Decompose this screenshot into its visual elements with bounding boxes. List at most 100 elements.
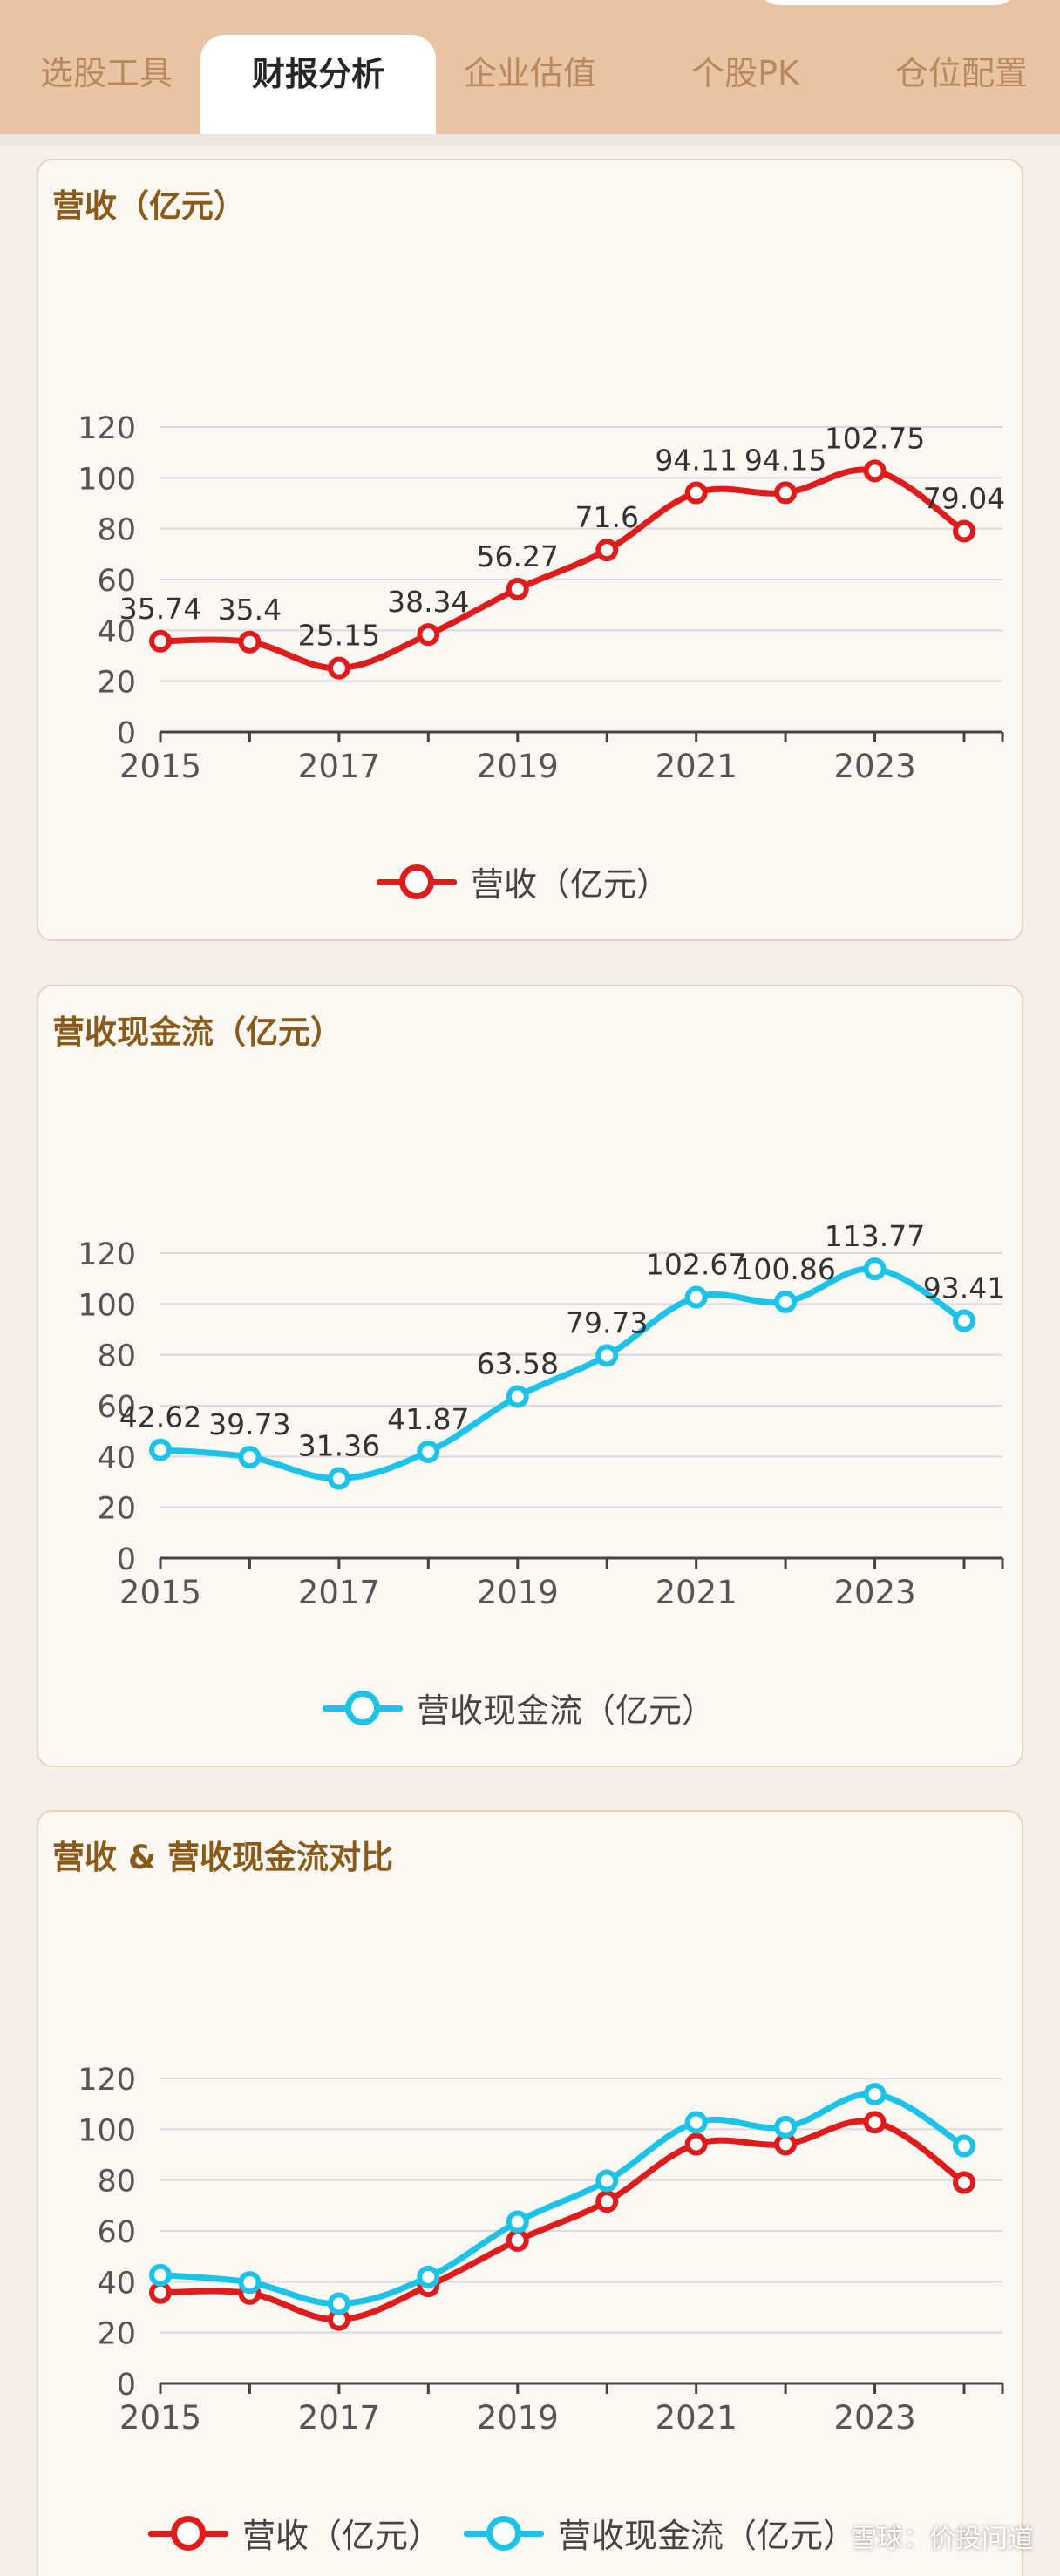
data-label: 63.58 bbox=[477, 1347, 559, 1381]
y-tick-label: 100 bbox=[78, 462, 136, 497]
y-tick-label: 120 bbox=[78, 1237, 136, 1272]
cashflow-chart-card: 营收现金流（亿元） 0 20 40 60 80 100 120 2015 2017 2019 202… bbox=[37, 985, 1023, 1767]
data-label: 31.36 bbox=[298, 1429, 380, 1463]
x-tick-label: 2019 bbox=[477, 748, 559, 785]
y-tick-label: 100 bbox=[78, 1288, 136, 1323]
data-point bbox=[953, 2134, 975, 2158]
y-tick-label: 60 bbox=[97, 564, 136, 599]
y-tick-label: 120 bbox=[78, 411, 136, 446]
legend-cashflow-icon bbox=[464, 2512, 545, 2555]
revenue-chart: 0 20 40 60 80 100 120 2015 2017 2019 2021 2023 35.74… bbox=[78, 411, 1005, 785]
data-point bbox=[595, 1344, 619, 1367]
data-label: 93.41 bbox=[923, 1271, 1005, 1305]
y-tick-label: 40 bbox=[97, 2266, 136, 2301]
data-point bbox=[506, 577, 529, 600]
y-tick-label: 0 bbox=[117, 1542, 136, 1577]
card-title: 营收现金流（亿元） bbox=[52, 1013, 343, 1051]
legend-label: 营收（亿元） bbox=[242, 2517, 442, 2555]
data-label: 39.73 bbox=[208, 1407, 290, 1441]
x-tick-label: 2023 bbox=[833, 1574, 915, 1611]
data-point bbox=[506, 1385, 529, 1408]
x-tick-label: 2015 bbox=[119, 2399, 201, 2437]
tab-stock-picker[interactable]: 选股工具 bbox=[39, 54, 173, 92]
data-point bbox=[774, 2115, 798, 2139]
data-point bbox=[238, 1446, 262, 1469]
comparison-chart-card: 营收 & 营收现金流对比 0 20 40 60 80 100 120 2015 2017 2019… bbox=[37, 1810, 1023, 2576]
tab-stock-pk[interactable]: 个股PK bbox=[691, 54, 799, 92]
chart-legend[interactable]: 营收（亿元） bbox=[377, 858, 692, 905]
data-point bbox=[684, 1285, 708, 1309]
data-label: 100.86 bbox=[735, 1252, 835, 1286]
legend-label: 营收现金流（亿元） bbox=[558, 2517, 857, 2555]
data-label: 102.67 bbox=[646, 1248, 746, 1282]
y-tick-label: 60 bbox=[97, 1390, 136, 1425]
data-label: 94.11 bbox=[655, 444, 737, 478]
data-point bbox=[953, 2171, 975, 2194]
data-point bbox=[506, 2210, 529, 2234]
data-label: 35.74 bbox=[119, 592, 201, 626]
x-tick-label: 2017 bbox=[298, 1574, 380, 1611]
x-tick-label: 2019 bbox=[477, 2399, 559, 2437]
legend-cashflow-icon bbox=[323, 1686, 403, 1730]
data-label: 56.27 bbox=[477, 539, 559, 573]
legend-revenue-icon bbox=[148, 2512, 228, 2555]
tab-financial-analysis[interactable]: 财报分析 bbox=[200, 35, 436, 134]
x-tick-label: 2015 bbox=[119, 748, 201, 785]
data-point bbox=[149, 2263, 172, 2287]
legend-item-revenue[interactable]: 营收（亿元） bbox=[377, 858, 669, 905]
data-point bbox=[863, 2083, 887, 2106]
series-line bbox=[160, 2118, 967, 2323]
tab-bar: 选股工具 财报分析 企业估值 个股PK 仓位配置 bbox=[0, 0, 1060, 134]
comparison-chart: 0 20 40 60 80 100 120 2015 2017 2019 2021 2023 bbox=[78, 2063, 1004, 2437]
x-tick-label: 2019 bbox=[477, 1574, 559, 1611]
chart-legend[interactable]: 营收现金流（亿元） bbox=[323, 1684, 737, 1732]
data-label: 71.6 bbox=[574, 500, 638, 534]
data-point bbox=[774, 481, 798, 505]
tab-position[interactable]: 仓位配置 bbox=[894, 54, 1028, 92]
data-point bbox=[149, 1438, 172, 1461]
data-point bbox=[863, 1257, 887, 1281]
watermark: 雪球：价投问道 bbox=[851, 2524, 1034, 2554]
legend-item-cashflow[interactable]: 营收现金流（亿元） bbox=[323, 1684, 715, 1732]
data-label: 113.77 bbox=[825, 1219, 925, 1253]
chart-legend[interactable]: 营收（亿元） 营收现金流（亿元） bbox=[148, 2509, 879, 2557]
data-label: 94.15 bbox=[744, 443, 826, 477]
series-line bbox=[160, 2091, 966, 2308]
x-tick-label: 2015 bbox=[119, 1574, 201, 1611]
x-tick-label: 2021 bbox=[656, 2399, 737, 2437]
card-title: 营收 & 营收现金流对比 bbox=[52, 1839, 394, 1876]
data-point bbox=[595, 2169, 619, 2193]
data-point bbox=[863, 459, 887, 483]
data-point bbox=[506, 2228, 529, 2252]
data-label: 41.87 bbox=[387, 1402, 469, 1436]
data-point bbox=[595, 2190, 619, 2213]
y-tick-label: 60 bbox=[97, 2215, 136, 2250]
tab-valuation[interactable]: 企业估值 bbox=[463, 54, 596, 92]
data-point bbox=[238, 630, 262, 654]
data-point bbox=[863, 2111, 887, 2134]
legend-item-cashflow[interactable]: 营收现金流（亿元） bbox=[464, 2509, 856, 2557]
data-point bbox=[774, 1290, 798, 1313]
data-point bbox=[595, 539, 619, 562]
x-tick-label: 2017 bbox=[298, 2399, 380, 2437]
x-tick-label: 2017 bbox=[298, 748, 380, 785]
data-point bbox=[327, 2292, 350, 2315]
data-point bbox=[149, 2281, 172, 2304]
data-label: 25.15 bbox=[298, 619, 380, 653]
data-label: 35.4 bbox=[218, 593, 282, 627]
data-point bbox=[238, 2271, 262, 2295]
data-point bbox=[953, 1309, 975, 1332]
x-tick-label: 2023 bbox=[833, 2399, 915, 2437]
data-point bbox=[417, 623, 440, 647]
series-line bbox=[160, 466, 967, 672]
legend-revenue-icon bbox=[377, 860, 457, 904]
y-tick-label: 0 bbox=[117, 2368, 136, 2403]
series-line bbox=[160, 1265, 966, 1482]
y-tick-label: 120 bbox=[78, 2063, 136, 2098]
y-tick-label: 80 bbox=[97, 513, 136, 548]
card-title: 营收（亿元） bbox=[52, 187, 246, 225]
legend-item-revenue[interactable]: 营收（亿元） bbox=[148, 2509, 441, 2557]
data-point bbox=[684, 2132, 708, 2156]
data-label: 79.04 bbox=[923, 481, 1005, 515]
y-tick-label: 40 bbox=[97, 614, 136, 649]
